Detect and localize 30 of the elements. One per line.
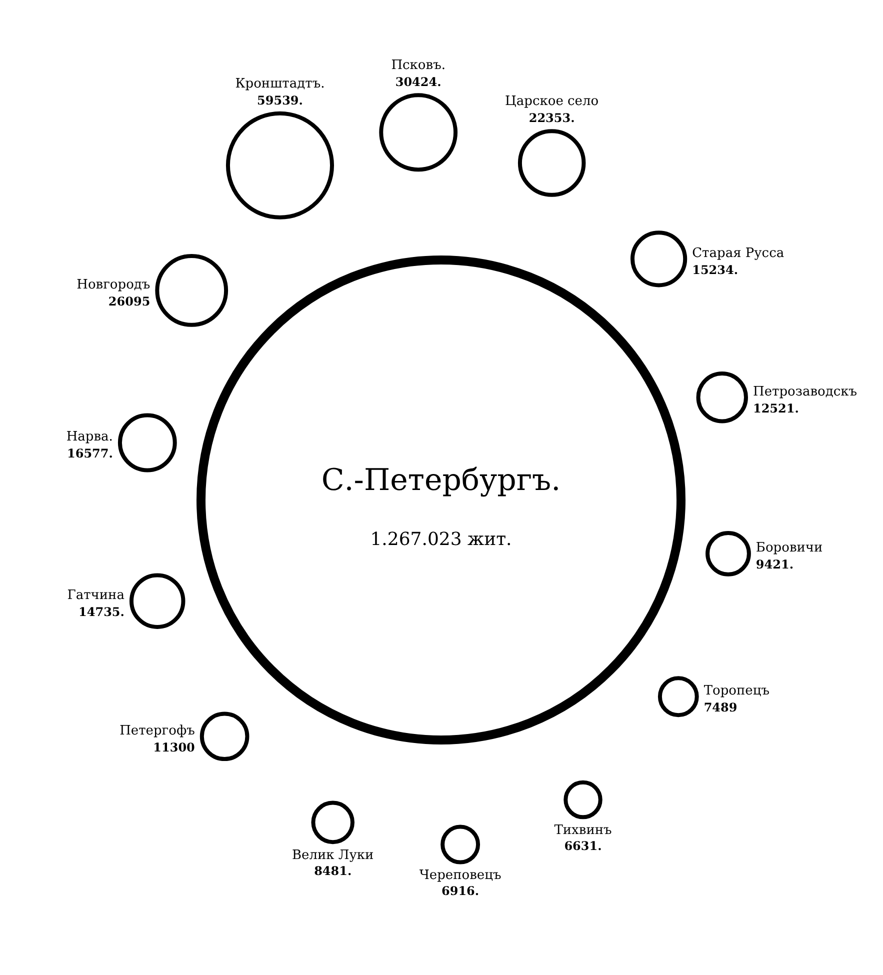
data-label: 12521. [752, 401, 799, 416]
data-label: 1.267.023 жит. [370, 529, 512, 550]
data-label: 30424. [395, 75, 442, 90]
category-label: Велик Луки [292, 848, 374, 864]
data-label: 22353. [528, 111, 575, 126]
data-label: 14735. [78, 605, 124, 620]
category-label: С.-Петербургъ. [321, 463, 561, 498]
category-label: Тихвинъ [554, 823, 612, 838]
category-label: Царское село [505, 94, 599, 110]
data-label: 6916. [442, 884, 480, 898]
data-label: 6631. [564, 839, 602, 854]
category-label: Петергофъ [120, 723, 195, 738]
category-label: Торопецъ [704, 684, 770, 699]
category-label: Гатчина [67, 588, 125, 604]
category-label: Петрозаводскъ [752, 384, 858, 400]
data-label: 9421. [756, 558, 794, 572]
data-label: 15234. [692, 262, 738, 277]
data-label: 26095 [108, 294, 150, 308]
category-label: Череповецъ [419, 868, 502, 884]
category-label: Боровичи [756, 540, 823, 556]
category-label: Новгородъ [76, 277, 150, 292]
data-label: 16577. [67, 446, 113, 461]
data-label: 7489 [704, 700, 738, 715]
data-label: 8481. [314, 864, 352, 878]
category-label: Псковъ. [391, 58, 446, 74]
data-label: 59539. [257, 93, 303, 108]
category-label: Нарва. [66, 430, 113, 445]
data-label: 11300 [153, 740, 195, 754]
category-label: Кронштадтъ. [235, 76, 325, 92]
category-label: Старая Русса [692, 246, 784, 261]
